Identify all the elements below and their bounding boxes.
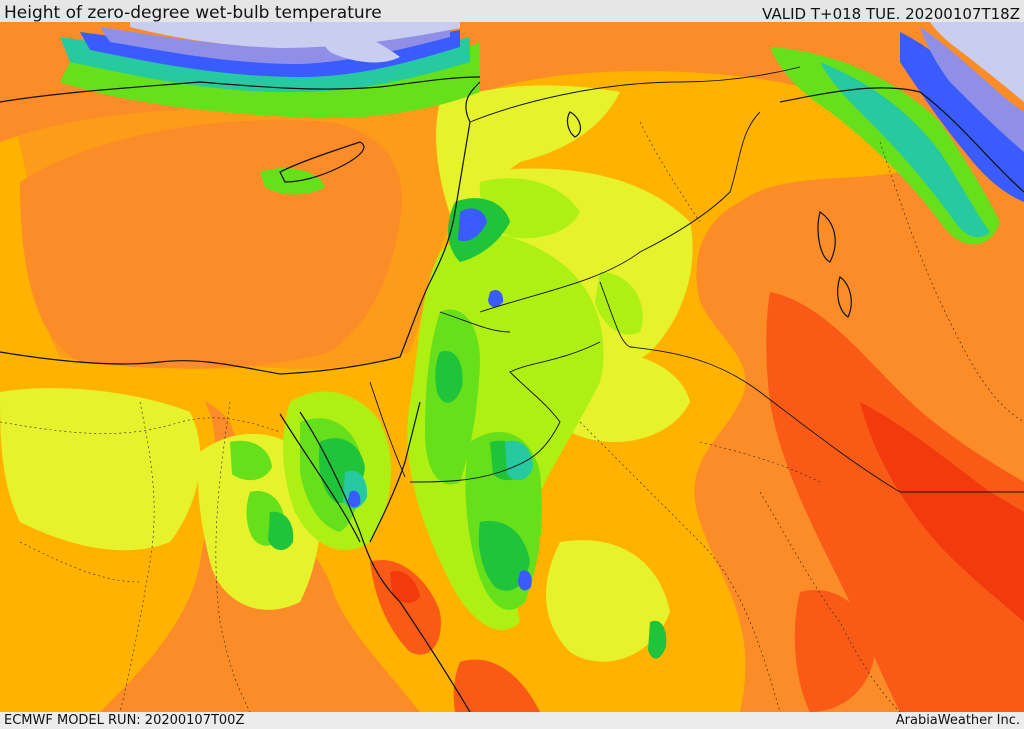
province-borders [0,121,1024,712]
map-canvas [0,22,1024,712]
country-borders [369,66,1024,493]
blue-zones [80,30,1024,591]
header-bar: Height of zero-degree wet-bulb temperatu… [0,0,1024,23]
red-zones [390,402,1024,622]
red-orange-zones [370,292,1024,712]
footer-bar: ECMWF MODEL RUN: 20200107T00Z ArabiaWeat… [0,712,1024,729]
forecast-map [0,22,1024,712]
map-title: Height of zero-degree wet-bulb temperatu… [4,3,382,23]
very-low-zones [130,22,1024,102]
valid-time: VALID T+018 TUE. 20200107T18Z [762,5,1020,23]
coastlines [0,76,1024,712]
mediterranean-sea [0,62,470,369]
credit-label: ArabiaWeather Inc. [895,713,1020,728]
model-run-label: ECMWF MODEL RUN: 20200107T00Z [4,713,245,728]
